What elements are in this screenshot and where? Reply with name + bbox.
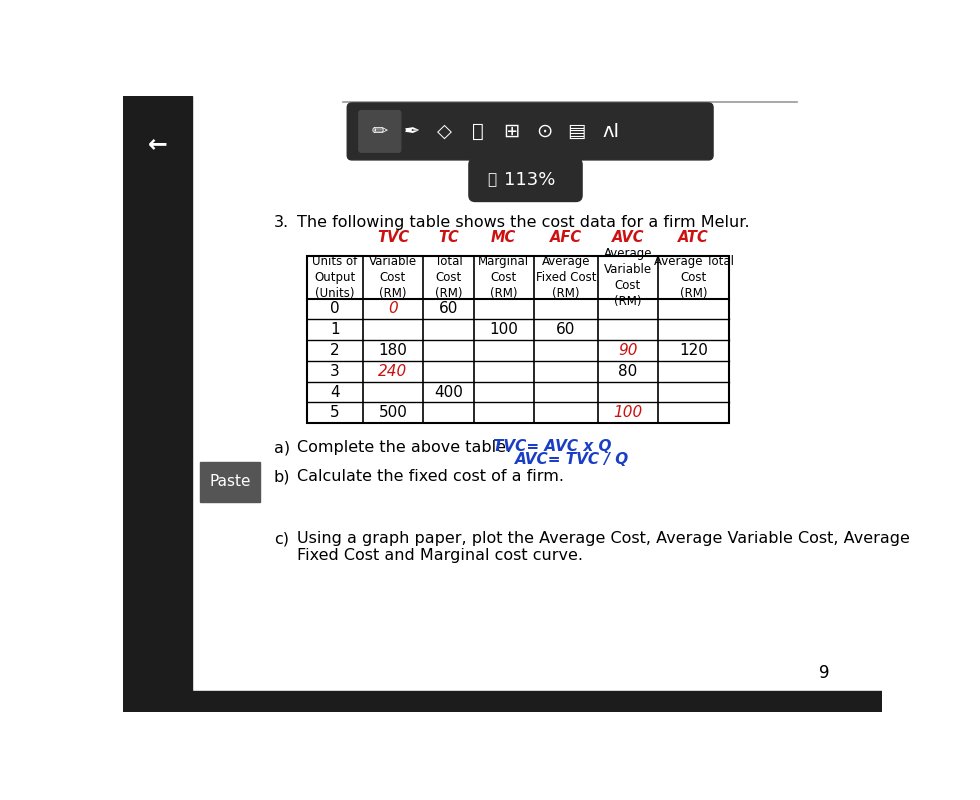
Text: ▤: ▤ <box>567 122 586 141</box>
Text: Calculate the fixed cost of a firm.: Calculate the fixed cost of a firm. <box>297 470 564 485</box>
Text: Average
Variable
Cost
(RM): Average Variable Cost (RM) <box>604 247 652 308</box>
Bar <box>307 256 729 423</box>
Text: ✒: ✒ <box>404 122 420 141</box>
Text: 5: 5 <box>330 406 340 420</box>
Text: ⊙: ⊙ <box>536 122 553 141</box>
Text: 400: 400 <box>434 385 463 399</box>
Text: Average
Fixed Cost
(RM): Average Fixed Cost (RM) <box>535 255 596 300</box>
Text: 500: 500 <box>378 406 408 420</box>
FancyBboxPatch shape <box>347 103 713 160</box>
Text: The following table shows the cost data for a firm Melur.: The following table shows the cost data … <box>297 215 750 230</box>
Text: Total
Cost
(RM): Total Cost (RM) <box>434 255 463 300</box>
Text: 60: 60 <box>439 302 458 317</box>
Text: 240: 240 <box>378 364 408 378</box>
Text: Using a graph paper, plot the Average Cost, Average Variable Cost, Average
Fixed: Using a graph paper, plot the Average Co… <box>297 531 909 563</box>
Text: AFC: AFC <box>550 230 582 245</box>
Text: c): c) <box>273 531 289 546</box>
Text: AVC: AVC <box>612 230 644 245</box>
Text: 90: 90 <box>618 343 638 358</box>
Text: 80: 80 <box>618 364 637 378</box>
Text: ⬭: ⬭ <box>471 122 483 141</box>
Text: 3.: 3. <box>273 215 289 230</box>
Text: 113%: 113% <box>504 171 555 189</box>
Text: ⊞: ⊞ <box>504 122 519 141</box>
Text: 3: 3 <box>330 364 340 378</box>
FancyBboxPatch shape <box>468 158 582 202</box>
Text: ◇: ◇ <box>437 122 453 141</box>
Text: 100: 100 <box>489 322 518 337</box>
Text: ʌI: ʌI <box>602 122 619 141</box>
Text: b): b) <box>273 470 290 485</box>
Text: 🔓: 🔓 <box>488 173 497 187</box>
Text: 9: 9 <box>818 665 829 682</box>
Text: 60: 60 <box>556 322 575 337</box>
Text: 4: 4 <box>330 385 340 399</box>
Bar <box>122 96 192 712</box>
Text: Marginal
Cost
(RM): Marginal Cost (RM) <box>478 255 529 300</box>
Text: 2: 2 <box>330 343 340 358</box>
Text: 180: 180 <box>378 343 408 358</box>
Text: AVC= TVC / Q: AVC= TVC / Q <box>514 452 629 466</box>
FancyBboxPatch shape <box>359 110 401 152</box>
Text: ←: ← <box>148 132 168 156</box>
Text: Average Total
Cost
(RM): Average Total Cost (RM) <box>654 255 734 300</box>
Text: 120: 120 <box>679 343 709 358</box>
Text: Units of
Output
(Units): Units of Output (Units) <box>313 255 358 300</box>
Text: ✏: ✏ <box>371 122 388 141</box>
Text: Complete the above table.: Complete the above table. <box>297 440 511 455</box>
Text: TVC: TVC <box>377 230 409 245</box>
Bar <box>122 691 882 712</box>
Text: 100: 100 <box>613 406 643 420</box>
Text: TVC= AVC x Q: TVC= AVC x Q <box>493 438 612 454</box>
Text: Paste: Paste <box>210 474 251 490</box>
Text: Variable
Cost
(RM): Variable Cost (RM) <box>368 255 417 300</box>
Text: MC: MC <box>491 230 516 245</box>
Text: 1: 1 <box>330 322 340 337</box>
Text: 0: 0 <box>330 302 340 317</box>
Bar <box>200 462 261 502</box>
Text: TC: TC <box>438 230 459 245</box>
Text: a): a) <box>273 440 290 455</box>
Text: 0: 0 <box>388 302 398 317</box>
Text: ATC: ATC <box>678 230 710 245</box>
